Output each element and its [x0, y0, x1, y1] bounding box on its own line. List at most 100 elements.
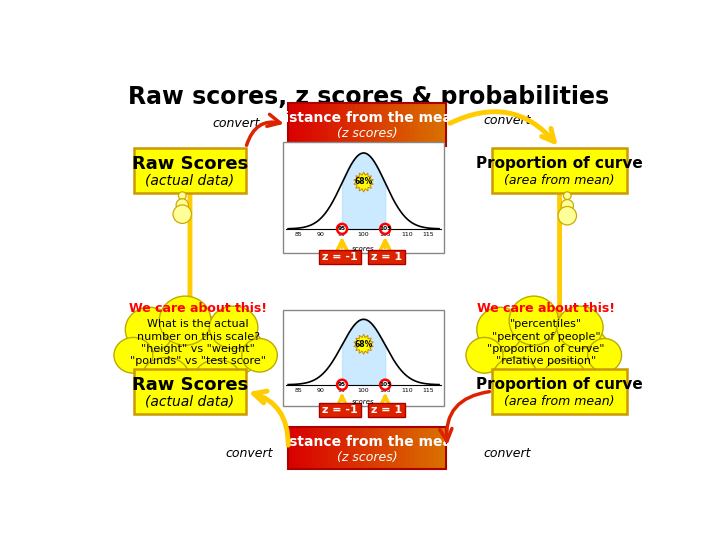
Text: 85: 85: [295, 232, 303, 237]
Text: 95: 95: [338, 226, 346, 231]
Bar: [300, 427, 305, 469]
Bar: [492, 369, 627, 414]
Text: z = -1: z = -1: [323, 252, 358, 262]
Bar: [312, 427, 316, 469]
Text: "height" vs "weight": "height" vs "weight": [141, 344, 255, 354]
Text: 105: 105: [379, 388, 391, 393]
Ellipse shape: [466, 338, 503, 373]
Text: We care about this!: We care about this!: [477, 302, 615, 315]
Text: convert: convert: [213, 117, 261, 130]
Text: Proportion of curve: Proportion of curve: [476, 156, 643, 171]
Circle shape: [561, 200, 573, 212]
Bar: [355, 103, 359, 146]
Text: (z scores): (z scores): [337, 451, 397, 464]
Bar: [316, 427, 320, 469]
Bar: [431, 103, 435, 146]
Polygon shape: [354, 334, 374, 354]
Bar: [442, 427, 446, 469]
Bar: [371, 427, 375, 469]
Bar: [379, 427, 383, 469]
Text: "percentiles": "percentiles": [510, 319, 582, 329]
Bar: [351, 103, 356, 146]
Bar: [288, 103, 292, 146]
Bar: [134, 148, 246, 193]
Bar: [347, 103, 351, 146]
Bar: [343, 103, 348, 146]
Text: convert: convert: [226, 447, 274, 460]
Ellipse shape: [195, 360, 240, 393]
Bar: [319, 251, 361, 264]
Bar: [395, 427, 399, 469]
Text: 105: 105: [379, 232, 391, 237]
Bar: [339, 427, 343, 469]
Circle shape: [337, 380, 347, 390]
Bar: [391, 427, 395, 469]
Circle shape: [179, 192, 186, 200]
Bar: [347, 427, 351, 469]
Text: scores: scores: [352, 246, 375, 252]
Bar: [410, 103, 415, 146]
Bar: [431, 427, 435, 469]
Text: (area from mean): (area from mean): [504, 174, 615, 187]
Bar: [331, 103, 336, 146]
Text: 95: 95: [338, 388, 346, 393]
Bar: [371, 103, 375, 146]
Text: (actual data): (actual data): [145, 173, 235, 187]
Text: 100: 100: [358, 232, 369, 237]
Bar: [391, 103, 395, 146]
Circle shape: [380, 224, 390, 234]
Bar: [375, 103, 379, 146]
Bar: [328, 427, 332, 469]
Ellipse shape: [588, 339, 621, 372]
Circle shape: [176, 199, 189, 211]
Text: "pounds" vs "test score": "pounds" vs "test score": [130, 356, 266, 366]
Ellipse shape: [159, 296, 211, 345]
Bar: [438, 427, 442, 469]
Bar: [423, 427, 427, 469]
Bar: [399, 427, 403, 469]
Bar: [415, 103, 419, 146]
Text: Raw scores, z scores & probabilities: Raw scores, z scores & probabilities: [128, 85, 610, 109]
Bar: [296, 427, 300, 469]
Text: 115: 115: [423, 388, 434, 393]
Bar: [300, 103, 305, 146]
Text: z = 1: z = 1: [371, 252, 402, 262]
Ellipse shape: [132, 316, 264, 383]
Bar: [492, 148, 627, 193]
Text: 90: 90: [317, 232, 325, 237]
Bar: [379, 103, 383, 146]
Bar: [331, 427, 336, 469]
Bar: [283, 142, 444, 253]
Text: 105: 105: [379, 226, 391, 231]
Bar: [292, 103, 297, 146]
Text: scores: scores: [352, 399, 375, 405]
Circle shape: [558, 206, 577, 225]
Text: (z scores): (z scores): [337, 127, 397, 140]
Ellipse shape: [483, 316, 609, 383]
Bar: [434, 103, 438, 146]
Text: "percent of people": "percent of people": [492, 332, 600, 342]
Bar: [395, 103, 399, 146]
Text: convert: convert: [484, 447, 531, 460]
Bar: [304, 103, 308, 146]
Bar: [328, 103, 332, 146]
Bar: [359, 427, 364, 469]
Bar: [324, 427, 328, 469]
Bar: [426, 427, 431, 469]
Bar: [324, 103, 328, 146]
Bar: [288, 427, 446, 469]
Text: What is the actual: What is the actual: [148, 319, 249, 329]
Ellipse shape: [143, 357, 189, 391]
Text: 105: 105: [379, 382, 391, 387]
Circle shape: [173, 205, 192, 224]
Polygon shape: [354, 172, 374, 192]
Bar: [283, 309, 444, 406]
Bar: [368, 403, 405, 417]
Bar: [418, 427, 423, 469]
Bar: [339, 103, 343, 146]
Bar: [407, 427, 411, 469]
Text: (actual data): (actual data): [145, 394, 235, 408]
Bar: [367, 103, 372, 146]
Bar: [387, 103, 391, 146]
Bar: [402, 427, 407, 469]
